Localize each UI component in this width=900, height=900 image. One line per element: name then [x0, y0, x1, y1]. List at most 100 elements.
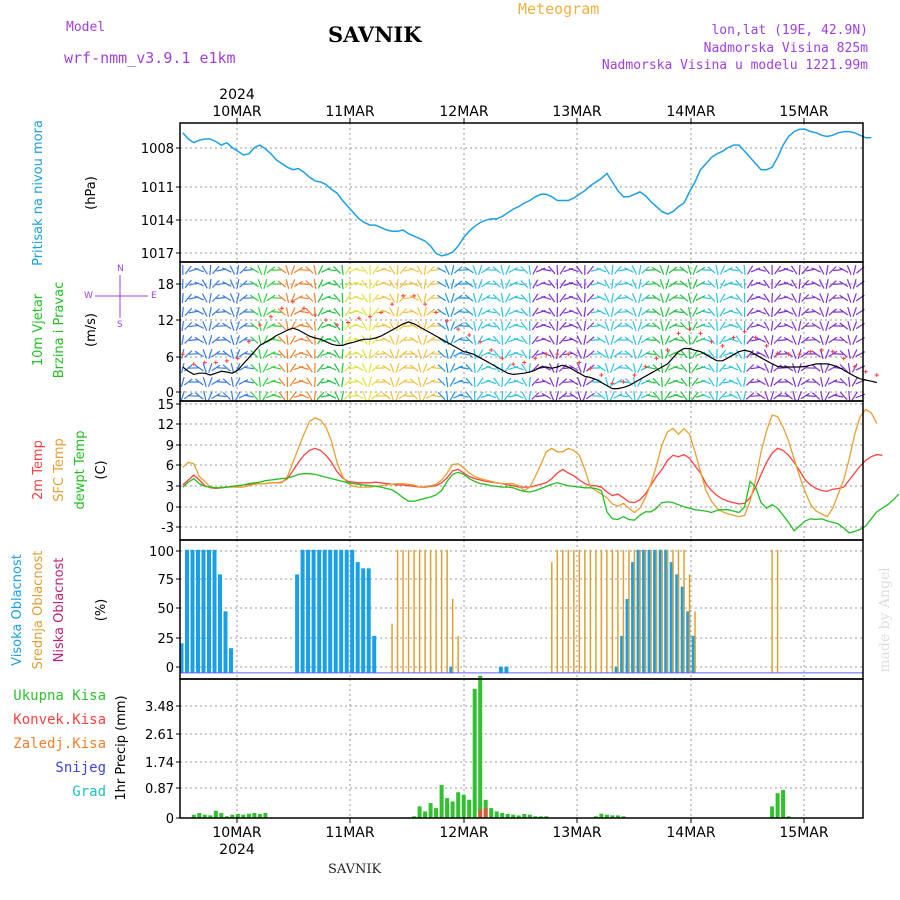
wind-arrow — [645, 380, 656, 384]
wind-arrow — [728, 296, 739, 300]
y-tick-label: 3.48 — [145, 700, 174, 715]
wind-arrow — [797, 391, 803, 401]
wind-arrow — [833, 297, 844, 299]
wind-arrow — [181, 320, 184, 332]
wind-arrow — [249, 280, 259, 288]
wind-arrow — [344, 265, 352, 275]
wind-arrow — [326, 337, 337, 343]
wind-arrow — [211, 392, 221, 400]
wind-arrow — [701, 296, 712, 300]
wind-arrow — [381, 350, 392, 358]
wind-arrow — [465, 391, 473, 401]
wind-arrow — [382, 392, 391, 400]
precip-bar — [246, 813, 251, 818]
precip-bar — [604, 814, 609, 818]
wind-arrow — [202, 349, 208, 359]
wind-arrow — [263, 293, 268, 303]
wind-arrow — [271, 311, 282, 313]
wind-arrow — [290, 265, 296, 275]
wind-arrow — [618, 394, 629, 398]
wind-arrow — [445, 348, 449, 360]
wind-arrow — [445, 321, 450, 331]
wind-arrow — [797, 334, 802, 346]
wind-arrow — [493, 391, 500, 401]
precip-bar — [434, 808, 439, 818]
wind-arrow — [464, 294, 474, 302]
wind-arrow — [508, 281, 518, 287]
wind-arrow — [825, 307, 830, 317]
y-tick-label: 1014 — [141, 214, 174, 229]
wind-arrow — [624, 294, 634, 302]
wind-arrow — [541, 309, 552, 315]
wind-arrow — [229, 279, 235, 289]
cloud-bar — [647, 549, 652, 673]
wind-arrow — [745, 392, 755, 400]
y-tick-label: 6 — [166, 351, 174, 366]
wind-arrow — [354, 282, 364, 286]
wind-arrow — [532, 307, 539, 317]
wind-arrow — [239, 294, 248, 302]
wind-arrow — [289, 377, 297, 387]
wind-arrow — [728, 323, 739, 329]
wind-arrow — [555, 376, 559, 388]
wind-arrow — [222, 294, 232, 302]
wind-arrow — [437, 322, 446, 330]
cloud-bar — [350, 549, 355, 673]
wind-arrow — [668, 308, 678, 316]
x-tick-label-bottom: 10MAR — [212, 825, 261, 841]
wind-arrow — [604, 321, 610, 331]
wind-arrow — [446, 390, 449, 402]
wind-arrow — [504, 377, 512, 387]
y-tick-label: 25 — [157, 632, 174, 647]
wind-arrow — [211, 294, 220, 302]
wind-arrow — [362, 377, 368, 387]
wind-arrow — [298, 338, 309, 342]
wind-arrow — [756, 268, 767, 272]
cloud-bar — [306, 549, 311, 673]
wind-arrow — [184, 293, 192, 303]
wind-arrow — [596, 309, 607, 315]
wind-arrow — [203, 390, 207, 402]
wind-arrow — [425, 393, 436, 399]
wind-arrow — [586, 279, 595, 289]
wind-arrow — [797, 363, 802, 373]
wind-arrow — [605, 390, 609, 402]
wind-arrow — [800, 336, 810, 344]
wind-arrow — [641, 266, 650, 274]
wind-arrow — [398, 336, 408, 344]
wind-arrow — [548, 279, 556, 289]
dir-key-n: N — [117, 264, 124, 274]
wind-arrow — [289, 335, 296, 345]
wind-arrow — [417, 335, 422, 345]
wind-arrow — [839, 377, 848, 387]
wind-arrow — [531, 335, 539, 345]
wind-arrow — [708, 349, 715, 359]
wind-arrow — [750, 380, 761, 384]
wind-arrow — [798, 320, 802, 332]
wind-arrow — [792, 391, 796, 401]
wind-arrow — [827, 393, 838, 399]
wind-arrow — [590, 339, 601, 341]
wind-arrow — [184, 279, 192, 289]
wind-arrow — [583, 306, 587, 318]
wind-arrow — [285, 306, 289, 318]
wind-arrow — [249, 266, 259, 274]
wind-arrow — [399, 265, 407, 275]
wind-arrow — [614, 265, 622, 275]
wind-arrow — [306, 363, 313, 373]
cloud-bar — [328, 549, 333, 673]
wind-arrow — [422, 363, 428, 373]
wind-arrow — [313, 278, 317, 290]
wind-arrow — [258, 390, 261, 402]
wind-arrow — [800, 350, 810, 358]
precip-bar — [450, 801, 455, 818]
wind-arrow — [458, 352, 469, 356]
cloud-bar — [201, 549, 206, 673]
wind-arrow — [492, 308, 501, 316]
wind-arrow — [333, 279, 341, 289]
wind-arrow — [381, 337, 392, 343]
wind-arrow — [563, 366, 574, 370]
wind-arrow — [278, 391, 286, 401]
wind-arrow — [409, 295, 419, 301]
precip-legend-item: Zaledj.Kisa — [13, 736, 106, 752]
